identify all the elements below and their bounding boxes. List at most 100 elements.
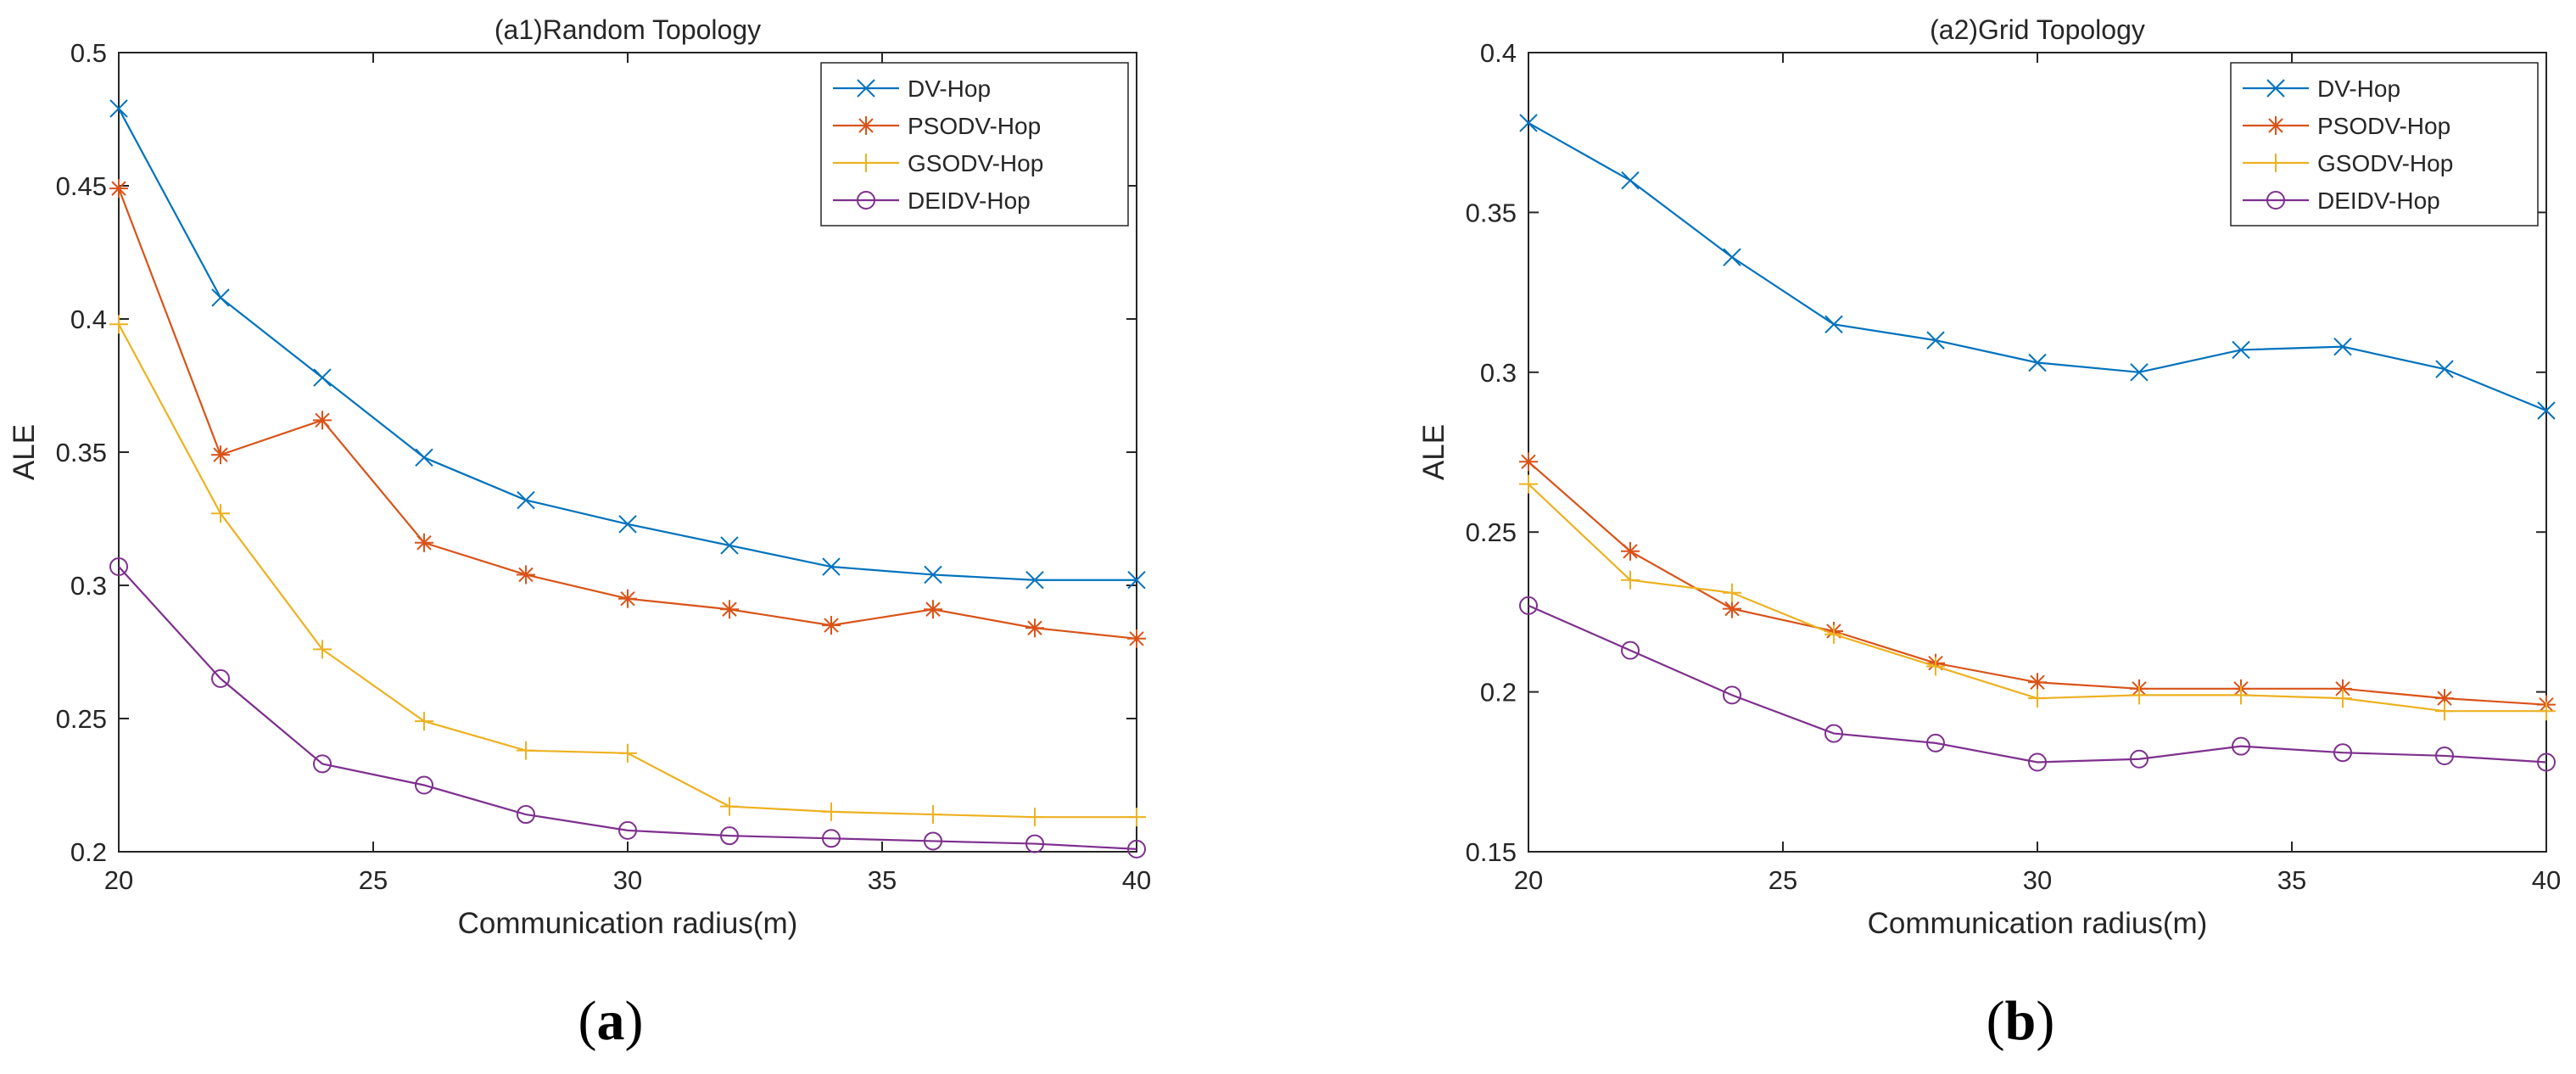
data-point	[2435, 360, 2454, 378]
data-point	[1824, 724, 1843, 743]
legend-item: DV-Hop	[833, 76, 991, 102]
data-point	[720, 600, 739, 619]
data-point	[517, 741, 535, 760]
caption-close-paren: )	[625, 990, 644, 1052]
x-tick-label: 40	[1122, 865, 1151, 895]
y-tick-label: 0.25	[56, 704, 107, 734]
y-tick-label: 0.2	[1480, 678, 1517, 708]
data-point	[924, 805, 942, 825]
data-point	[2537, 702, 2556, 721]
data-point	[720, 826, 739, 846]
data-point	[415, 533, 433, 552]
legend-box	[2230, 62, 2539, 227]
data-point	[1723, 248, 1741, 266]
series-psodv-hop	[109, 179, 1146, 648]
data-point	[1926, 331, 1945, 350]
legend-label: DEIDV-Hop	[908, 187, 1031, 214]
data-point	[313, 368, 332, 387]
legend-label: DV-Hop	[2317, 76, 2400, 102]
series-gsodv-hop	[109, 315, 1146, 827]
series-line	[118, 566, 1137, 850]
series-psodv-hop	[1519, 452, 2556, 714]
y-tick-label: 0.3	[70, 571, 107, 601]
data-point	[2130, 749, 2149, 769]
data-point	[1621, 640, 1640, 660]
data-point	[2028, 689, 2047, 708]
chart-grid-topology: (a2)Grid Topology 20 25 30 35 40 0.15 0.2 0.25 0.…	[1417, 14, 2561, 1052]
legend-marker	[857, 191, 875, 210]
data-point	[1926, 733, 1945, 752]
data-point	[2028, 353, 2047, 372]
data-point	[1519, 474, 1538, 494]
data-point	[1127, 629, 1146, 648]
x-tick-label: 35	[2277, 865, 2306, 895]
x-tick-label: 20	[1514, 865, 1543, 895]
caption-letter: b	[2005, 990, 2037, 1052]
legend-marker	[2266, 191, 2285, 210]
x-axis-label: Communication radius(m)	[1868, 907, 2208, 940]
data-point	[822, 802, 841, 821]
y-tick-label: 0.5	[70, 38, 107, 68]
x-axis-label: Communication radius(m)	[458, 907, 798, 940]
data-point	[1723, 583, 1741, 602]
legend-marker	[857, 116, 875, 135]
legend-marker	[857, 154, 875, 172]
data-point	[1025, 834, 1044, 853]
legend-label: PSODV-Hop	[908, 113, 1041, 139]
series-gsodv-hop	[1519, 474, 2556, 721]
data-point	[415, 448, 433, 467]
data-point	[2435, 746, 2454, 765]
data-point	[1824, 315, 1843, 333]
data-point	[1621, 541, 1640, 561]
legend-item: PSODV-Hop	[833, 113, 1041, 139]
data-point	[2028, 673, 2047, 692]
legend-item: DEIDV-Hop	[833, 187, 1031, 214]
data-point	[2130, 363, 2149, 382]
data-point	[720, 797, 739, 816]
legend-marker	[2266, 154, 2285, 172]
y-tick-label: 0.35	[1466, 198, 1517, 227]
series-dv-hop	[1519, 114, 2556, 420]
data-point	[517, 490, 535, 510]
y-tick-label: 0.4	[1480, 38, 1517, 68]
data-point	[720, 536, 739, 555]
data-point	[2232, 340, 2250, 360]
data-point	[1621, 171, 1640, 190]
data-point	[517, 805, 535, 825]
data-point	[1127, 571, 1146, 590]
data-point	[211, 445, 230, 465]
data-point	[415, 775, 433, 795]
data-point	[822, 829, 841, 848]
legend-label: GSODV-Hop	[2317, 150, 2453, 176]
data-point	[211, 504, 230, 523]
data-point	[2537, 752, 2556, 772]
y-tick-label: 0.45	[56, 171, 107, 201]
legend-item: DV-Hop	[2243, 76, 2400, 102]
data-point	[1519, 596, 1538, 615]
x-tick-label: 35	[868, 865, 897, 895]
data-point	[1621, 570, 1640, 590]
data-point	[1025, 618, 1044, 638]
x-tick-label: 30	[2023, 865, 2052, 895]
legend-marker	[2266, 116, 2285, 135]
legend: DV-Hop PSODV-Hop GSODV-Hop DEIDV-Hop	[2230, 62, 2539, 227]
chart-random-topology: (a1)Random Topology 20 25 30 35 40 0.2 0.25 0.3 0…	[8, 14, 1151, 1052]
legend-box	[820, 62, 1129, 227]
x-tick-label: 20	[104, 865, 133, 895]
data-point	[1519, 114, 1538, 132]
legend: DV-Hop PSODV-Hop GSODV-Hop DEIDV-Hop	[820, 62, 1129, 227]
data-point	[415, 712, 433, 731]
subfigure-caption: (a)	[578, 990, 644, 1052]
x-tick-label: 25	[359, 865, 388, 895]
data-point	[924, 600, 942, 619]
data-point	[924, 565, 942, 585]
data-point	[2435, 702, 2454, 721]
series-dv-hop	[109, 99, 1146, 590]
caption-close-paren: )	[2036, 990, 2054, 1052]
data-point	[618, 820, 637, 840]
data-point	[618, 743, 637, 763]
data-point	[1025, 571, 1044, 590]
legend-label: PSODV-Hop	[2317, 113, 2450, 139]
data-point	[2333, 337, 2352, 356]
